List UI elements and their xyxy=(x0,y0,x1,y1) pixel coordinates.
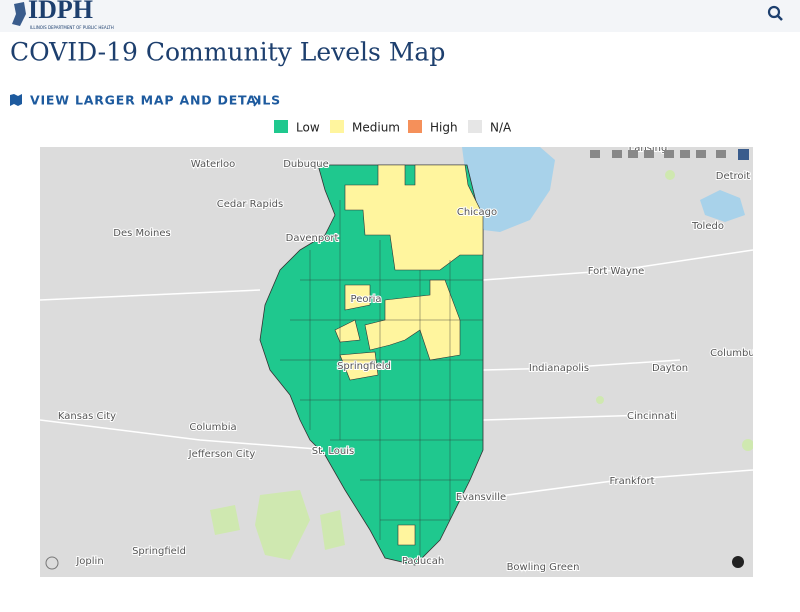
city-label: Dayton xyxy=(652,363,688,374)
logo-icon xyxy=(12,2,26,26)
lake-michigan xyxy=(462,147,555,232)
logo-subtitle: ILLINOIS DEPARTMENT OF PUBLIC HEALTH xyxy=(30,25,114,30)
legend-swatch xyxy=(408,120,422,133)
city-label: St. Louis xyxy=(312,446,354,457)
city-label: Detroit xyxy=(716,171,751,182)
logo[interactable]: IDPH xyxy=(28,0,93,24)
city-label: Cincinnati xyxy=(627,411,677,422)
city-label: Chicago xyxy=(457,207,497,218)
header-bar xyxy=(0,0,800,32)
legend-swatch xyxy=(274,120,288,133)
attribution-icon[interactable] xyxy=(45,556,59,570)
legend-label: Low xyxy=(296,121,320,135)
map-link[interactable]: VIEW LARGER MAP AND DETAILS xyxy=(30,93,281,108)
city-label: Waterloo xyxy=(191,159,236,170)
search-icon[interactable] xyxy=(767,5,783,21)
county-lines xyxy=(280,200,483,560)
parks xyxy=(210,170,753,560)
city-label: Columbia xyxy=(189,422,236,433)
city-label: Peoria xyxy=(351,294,382,305)
city-label: Cedar Rapids xyxy=(217,199,283,210)
legend-swatch xyxy=(468,120,482,133)
city-label: Columbus xyxy=(710,348,760,359)
city-label: Jefferson City xyxy=(188,449,256,460)
city-label: Davenport xyxy=(286,233,339,244)
legend-label: N/A xyxy=(490,121,512,135)
city-label: Dubuque xyxy=(283,159,329,170)
city-label: Joplin xyxy=(75,556,103,567)
roads xyxy=(40,249,753,501)
city-label: Kansas City xyxy=(58,411,116,422)
legend-label: Medium xyxy=(352,121,400,135)
link-chevron xyxy=(253,95,260,107)
lake-erie xyxy=(700,190,745,222)
info-icon[interactable] xyxy=(732,556,744,568)
city-label: Springfield xyxy=(132,546,186,557)
city-label: Des Moines xyxy=(113,228,170,239)
city-label: Evansville xyxy=(456,492,506,503)
page-title: COVID-19 Community Levels Map xyxy=(10,38,445,67)
city-label: Bowling Green xyxy=(507,562,580,573)
legend: Low Medium High N/A xyxy=(274,120,512,135)
legend-swatch xyxy=(330,120,344,133)
city-label: Indianapolis xyxy=(529,363,589,374)
map-icon xyxy=(10,94,22,106)
map-toolbar[interactable] xyxy=(590,149,749,160)
city-label: Fort Wayne xyxy=(588,266,645,277)
city-label: Springfield xyxy=(337,361,391,372)
city-label: Toledo xyxy=(691,221,724,232)
city-label: Paducah xyxy=(402,556,444,567)
legend-label: High xyxy=(430,121,458,135)
city-label: Frankfort xyxy=(609,476,654,487)
